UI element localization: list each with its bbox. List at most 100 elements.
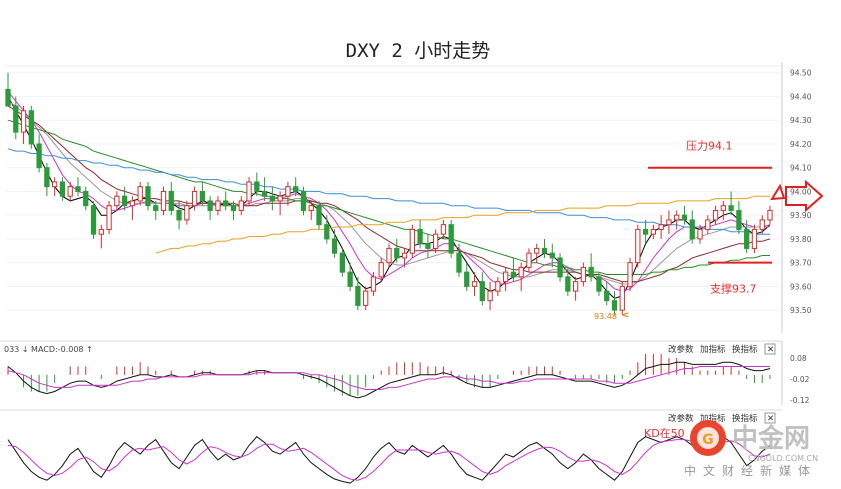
candle-body (176, 209, 182, 221)
chart-title: DXY 2 小时走势 (346, 40, 491, 62)
candle-body (557, 257, 563, 278)
candle-body (90, 205, 97, 235)
candle-body (5, 88, 11, 107)
candle-body (67, 186, 73, 197)
add-indicator-button[interactable]: 加指标 (700, 344, 726, 355)
candle-body (588, 266, 594, 278)
candle-body (13, 105, 19, 133)
macd-y-ticks: 0.08 -0.02 -0.12 (790, 354, 810, 405)
kd-lines (7, 436, 771, 484)
candle-body (510, 271, 517, 278)
candle-body (596, 276, 602, 292)
kd-switch-indicator-button[interactable]: 换指标 (732, 413, 758, 424)
candle-body (83, 190, 89, 207)
y-tick-label: 93.60 (790, 282, 812, 291)
candle-body (44, 167, 50, 188)
candle-body (611, 300, 618, 311)
candle-body (464, 271, 470, 287)
candle-body (52, 181, 58, 188)
kd-close-icon[interactable]: ✕ (767, 414, 774, 424)
kd-pane: 改参数 加指标 换指标 ✕ KD在50 (0, 409, 782, 484)
candle-body (191, 190, 198, 207)
candle-body (751, 228, 758, 249)
candle-body (129, 200, 136, 207)
candle-body (705, 219, 711, 230)
candle-body (580, 266, 587, 283)
candle-body (712, 209, 719, 221)
candle-body (604, 290, 610, 302)
candle-body (137, 186, 143, 202)
candle-body (269, 195, 276, 202)
support-label: 支撑93.7 (710, 282, 757, 296)
candle-body (495, 281, 501, 292)
kd-panel-buttons: 改参数 加指标 换指标 ✕ (668, 412, 776, 424)
y-tick-label: 93.50 (790, 306, 812, 315)
candle-body (339, 252, 345, 273)
close-icon[interactable]: ✕ (767, 345, 774, 355)
kd-annotation: KD在50 (644, 427, 685, 440)
candle-body (642, 228, 649, 235)
candle-body (425, 243, 431, 249)
candle-body (417, 228, 423, 245)
grid-lines (6, 72, 782, 311)
candle-body (300, 190, 307, 211)
candle-body (767, 209, 773, 221)
candle-body (502, 271, 509, 283)
candle-body (549, 252, 555, 259)
kd-close-box-icon[interactable] (764, 412, 776, 424)
candle-body (572, 281, 579, 292)
candle-body (316, 205, 322, 226)
candle-body (635, 228, 641, 264)
candle-body (324, 224, 330, 240)
candle-body (401, 252, 408, 259)
candle-body (28, 110, 34, 145)
candle-body (223, 200, 229, 207)
change-params-button[interactable]: 改参数 (668, 344, 694, 355)
current-price-tag: 94.00 (790, 187, 812, 196)
candle-body (20, 110, 27, 133)
candle-body (666, 219, 672, 226)
macd-header: 033 ↓ MACD:-0.008 ↑ (4, 345, 93, 354)
macd-tick-label: 0.08 (790, 354, 807, 363)
candle-body (689, 219, 695, 240)
candle-body (199, 190, 206, 202)
low-price-label: 93.48 (594, 312, 617, 321)
watermark: G 中金网 CNGOLD.COM.CN 中文财经新媒体 (684, 420, 818, 478)
candle-body (736, 209, 742, 230)
candle-body (386, 247, 392, 264)
candle-body (153, 205, 159, 211)
macd-panel-buttons: 改参数 加指标 换指标 ✕ (668, 343, 776, 355)
candle-body (440, 224, 447, 235)
candle-body (355, 285, 361, 306)
svg-text:G: G (702, 432, 714, 448)
macd-tick-label: -0.02 (790, 375, 810, 384)
candle-body (114, 195, 120, 207)
candle-body (285, 186, 291, 197)
candle-body (168, 190, 174, 211)
candle-body (277, 195, 283, 202)
candle-body (541, 247, 548, 254)
candle-body (331, 238, 338, 254)
candle-body (720, 205, 726, 211)
close-box-icon[interactable] (764, 343, 776, 355)
moving-average-line (155, 195, 770, 254)
candle-body (456, 252, 462, 273)
candle-body (378, 262, 384, 278)
candle-body (650, 228, 657, 235)
macd-pane: 033 ↓ MACD:-0.008 ↑ 改参数 加指标 换指标 ✕ 0.08 -0… (0, 340, 810, 405)
candle-body (627, 262, 633, 287)
candle-body (246, 181, 252, 202)
candle-body (59, 181, 66, 197)
candle-body (238, 200, 244, 211)
moving-average-line (7, 148, 770, 235)
y-tick-label: 94.30 (790, 116, 812, 125)
candle-body (36, 143, 42, 169)
kd-add-indicator-button[interactable]: 加指标 (700, 413, 726, 424)
candle-body (728, 205, 734, 211)
kd-change-params-button[interactable]: 改参数 (668, 413, 694, 424)
candle-body (674, 214, 680, 221)
switch-indicator-button[interactable]: 换指标 (732, 344, 758, 355)
candle-body (121, 195, 128, 207)
candle-body (261, 190, 268, 197)
